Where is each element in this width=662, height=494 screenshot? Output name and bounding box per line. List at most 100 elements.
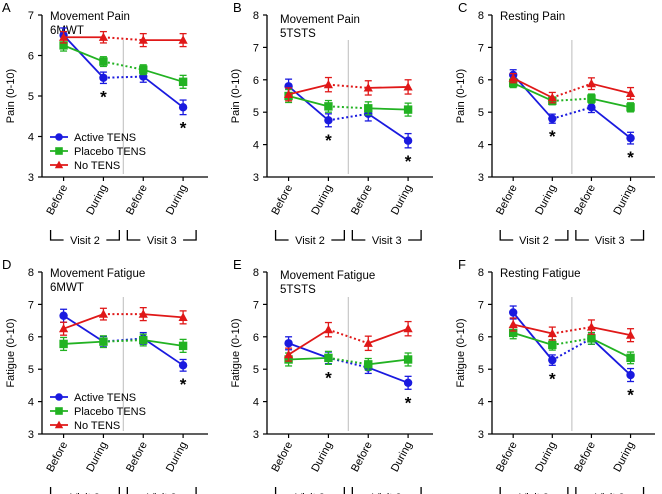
legend-marker <box>54 420 64 429</box>
x-tick-label: Before <box>349 440 375 474</box>
data-point <box>178 341 188 351</box>
y-axis-label: Pain (0-10) <box>230 69 242 123</box>
data-point <box>283 349 294 359</box>
series-line <box>590 337 632 376</box>
y-tick-label: 8 <box>28 267 34 279</box>
data-point <box>178 103 188 112</box>
legend-label: Active TENS <box>74 392 136 404</box>
data-point <box>364 360 373 369</box>
data-point <box>587 103 596 112</box>
series-line <box>63 314 104 343</box>
data-point <box>178 35 188 44</box>
group-bracket-right <box>106 230 120 241</box>
y-tick-label: 3 <box>28 429 34 441</box>
legend-label: Placebo TENS <box>74 406 146 418</box>
data-point <box>626 133 635 143</box>
significance-star: * <box>405 152 412 171</box>
x-tick-label: Before <box>494 440 520 474</box>
series-line <box>512 311 554 361</box>
data-point <box>587 94 596 103</box>
legend-label: Placebo TENS <box>74 146 146 158</box>
data-point <box>403 355 413 364</box>
group-label: Visit 2 <box>295 235 325 247</box>
y-tick-label: 7 <box>28 299 34 311</box>
x-tick-label: Before <box>572 183 598 217</box>
series-no-tens <box>508 72 636 104</box>
group-bracket-right <box>567 487 569 494</box>
group-label: Visit 3 <box>595 492 625 494</box>
data-point <box>626 353 635 363</box>
data-point <box>548 114 557 123</box>
y-tick-label: 5 <box>253 364 259 376</box>
data-point <box>324 102 333 111</box>
group-bracket-left <box>49 487 52 494</box>
panel-letter: F <box>458 257 466 272</box>
x-tick-label: Before <box>269 440 295 474</box>
data-point <box>403 136 413 145</box>
y-tick-label: 3 <box>478 429 484 441</box>
data-point <box>59 311 68 320</box>
y-tick-label: 3 <box>253 172 259 184</box>
group-label: Visit 3 <box>147 235 177 247</box>
significance-star: * <box>325 131 332 150</box>
x-tick-label: Before <box>269 183 295 217</box>
series-no-tens <box>283 320 413 362</box>
series-placebo-tens <box>59 333 188 354</box>
data-point <box>587 334 596 343</box>
data-point <box>625 330 636 339</box>
data-point <box>59 339 68 349</box>
series-line <box>591 82 631 95</box>
series-line <box>62 34 105 79</box>
series-line-dotted <box>551 337 592 362</box>
x-tick-label: During <box>611 183 637 217</box>
legend-marker <box>55 393 63 401</box>
legend-marker <box>55 407 63 415</box>
data-point <box>403 82 413 91</box>
data-point <box>586 322 597 331</box>
x-tick-label: Before <box>572 440 598 474</box>
data-point <box>508 73 518 82</box>
x-tick-label: Before <box>44 440 70 474</box>
chart-title: Movement Pain <box>280 14 360 26</box>
panel-e: E 3 4 5 6 7 8 Fatigue (0-10) Movement Fatigue 5TS… <box>230 257 433 494</box>
significance-star: * <box>549 127 556 146</box>
series-line-dotted <box>328 105 369 110</box>
data-point <box>139 65 148 74</box>
significance-star: * <box>180 119 187 138</box>
group-bracket-right <box>554 230 569 241</box>
legend-label: No TENS <box>74 160 120 172</box>
group-label: Visit 2 <box>519 492 549 494</box>
data-point <box>626 103 635 112</box>
series-line <box>142 68 184 83</box>
data-point <box>284 339 293 348</box>
x-tick-label: During <box>84 183 110 217</box>
y-tick-label: 6 <box>478 332 484 344</box>
group-bracket-right <box>642 487 645 494</box>
x-tick-label: During <box>389 183 415 217</box>
y-tick-label: 5 <box>253 107 259 119</box>
y-tick-label: 7 <box>28 10 34 22</box>
group-bracket-left <box>575 230 589 241</box>
y-tick-label: 8 <box>253 267 259 279</box>
group-label: Visit 2 <box>70 235 100 247</box>
series-line-dotted <box>103 36 144 42</box>
chart-title: Movement Pain <box>50 11 130 23</box>
series-line-dotted <box>552 97 592 102</box>
group-bracket-right <box>420 487 422 494</box>
group-label: Visit 3 <box>372 492 402 494</box>
data-point <box>586 78 597 88</box>
y-tick-label: 7 <box>478 42 484 54</box>
legend-marker <box>55 147 63 155</box>
data-point <box>403 378 413 388</box>
y-tick-label: 5 <box>28 364 34 376</box>
series-line-dotted <box>328 83 369 89</box>
series-no-tens <box>283 76 413 102</box>
data-point <box>625 88 636 98</box>
panel-c: C 3 4 5 6 7 8 Pain (0-10) Resting Pain Before Duri… <box>455 0 655 247</box>
data-point <box>363 83 373 92</box>
data-point <box>283 89 294 98</box>
series-line <box>143 339 184 347</box>
data-point <box>548 340 557 350</box>
series-line-dotted <box>103 339 144 343</box>
